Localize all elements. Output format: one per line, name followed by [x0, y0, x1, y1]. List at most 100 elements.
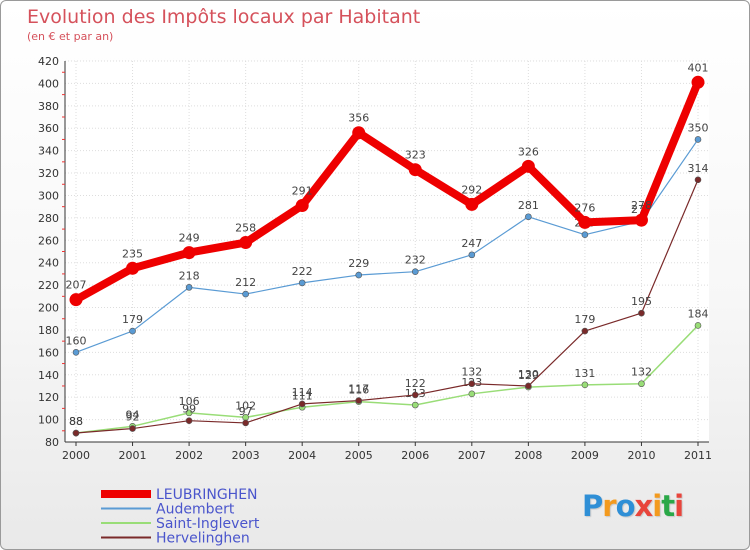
y-tick-label: 360	[38, 122, 59, 135]
series-leubringhen: 207 235 249 258 291 356 323 292 326 276 278 401	[66, 61, 709, 307]
legend: LEUBRINGHENAudembertSaint-InglevertHerve…	[101, 487, 260, 547]
series-line	[72, 78, 702, 304]
x-tick-label: 2006	[401, 449, 429, 462]
data-point	[129, 327, 136, 335]
data-point	[638, 380, 645, 388]
legend-label: Saint-Inglevert	[156, 516, 260, 532]
data-label: 111	[292, 389, 313, 402]
data-point	[411, 268, 419, 275]
x-tick-label: 2000	[62, 449, 90, 462]
data-point	[126, 261, 140, 275]
data-point	[185, 284, 193, 291]
data-point	[638, 309, 645, 317]
data-label: 131	[574, 367, 595, 380]
data-point	[298, 400, 306, 408]
data-point	[408, 163, 422, 177]
legend-label: LEUBRINGHEN	[156, 487, 258, 503]
x-tick-label: 2010	[627, 449, 655, 462]
data-point	[468, 390, 476, 398]
y-tick-label: 300	[38, 189, 59, 202]
y-tick-label: 260	[38, 234, 59, 247]
data-point	[129, 425, 136, 432]
x-tick-label: 2004	[288, 449, 316, 462]
data-point	[69, 293, 83, 307]
data-label: 247	[461, 237, 482, 250]
data-label: 323	[405, 149, 426, 162]
y-tick-label: 400	[38, 77, 59, 90]
data-label: 179	[574, 313, 595, 326]
y-tick-label: 100	[38, 414, 59, 427]
data-point	[694, 176, 702, 184]
data-label: 102	[235, 399, 256, 412]
series-line	[75, 179, 699, 434]
plot-area	[65, 61, 709, 442]
data-point	[185, 417, 193, 425]
data-point	[694, 322, 702, 329]
data-label: 88	[69, 415, 83, 428]
data-label: 132	[631, 366, 652, 379]
y-tick-label: 340	[38, 145, 59, 158]
y-tick-label: 320	[38, 167, 59, 180]
x-tick-label: 2007	[458, 449, 486, 462]
data-label: 292	[461, 183, 482, 196]
data-label: 218	[179, 269, 200, 282]
data-label: 229	[348, 257, 369, 270]
data-point	[694, 136, 702, 143]
legend-label: Audembert	[156, 502, 235, 518]
data-label: 232	[405, 254, 426, 267]
data-label: 326	[518, 145, 539, 158]
data-point	[578, 215, 592, 229]
data-point	[468, 251, 476, 259]
data-label: 160	[66, 334, 87, 347]
data-label: 116	[348, 384, 369, 397]
data-label: 92	[126, 411, 140, 424]
data-label: 278	[631, 199, 652, 212]
data-label: 132	[461, 366, 482, 379]
x-tick-label: 2009	[571, 449, 599, 462]
data-point	[72, 349, 80, 356]
data-point	[298, 279, 306, 287]
data-label: 106	[179, 395, 200, 408]
data-label: 130	[518, 368, 539, 381]
data-label: 314	[688, 162, 709, 175]
x-tick-label: 2001	[119, 449, 147, 462]
data-point	[411, 391, 419, 399]
y-tick-label: 200	[38, 302, 59, 315]
legend-label: Hervelinghen	[156, 531, 250, 547]
data-label: 401	[688, 61, 709, 74]
data-point	[242, 419, 249, 427]
y-tick-label: 280	[38, 212, 59, 225]
y-tick-label: 240	[38, 257, 59, 270]
y-tick-label: 420	[38, 55, 59, 68]
x-tick-label: 2002	[175, 449, 203, 462]
data-point	[72, 429, 80, 437]
data-point	[465, 197, 479, 211]
data-label: 276	[574, 201, 595, 214]
data-label: 207	[66, 279, 87, 292]
y-tick-label: 180	[38, 324, 59, 337]
chart-title: Evolution des Impôts locaux par Habitant	[27, 6, 421, 28]
data-label: 212	[235, 276, 256, 289]
data-label: 117	[348, 383, 369, 396]
data-label: 88	[69, 415, 83, 428]
data-point	[352, 126, 366, 140]
data-point	[242, 290, 249, 298]
data-point	[691, 75, 705, 89]
data-point	[581, 381, 589, 389]
y-tick-label: 220	[38, 279, 59, 292]
y-tick-label: 380	[38, 100, 59, 113]
data-label: 179	[122, 313, 143, 326]
data-point	[185, 409, 193, 417]
data-label: 350	[688, 121, 709, 134]
series-hervelinghen: 88 92 99 97 114 117 122 132 130 179 195 314	[69, 162, 709, 437]
x-tick-label: 2008	[514, 449, 542, 462]
data-point	[182, 246, 196, 260]
data-point	[239, 236, 253, 250]
data-label: 235	[122, 247, 143, 260]
data-point	[581, 327, 589, 335]
data-label: 249	[179, 232, 200, 245]
data-label: 184	[688, 307, 709, 320]
x-tick-label: 2005	[345, 449, 373, 462]
data-label: 195	[631, 295, 652, 308]
